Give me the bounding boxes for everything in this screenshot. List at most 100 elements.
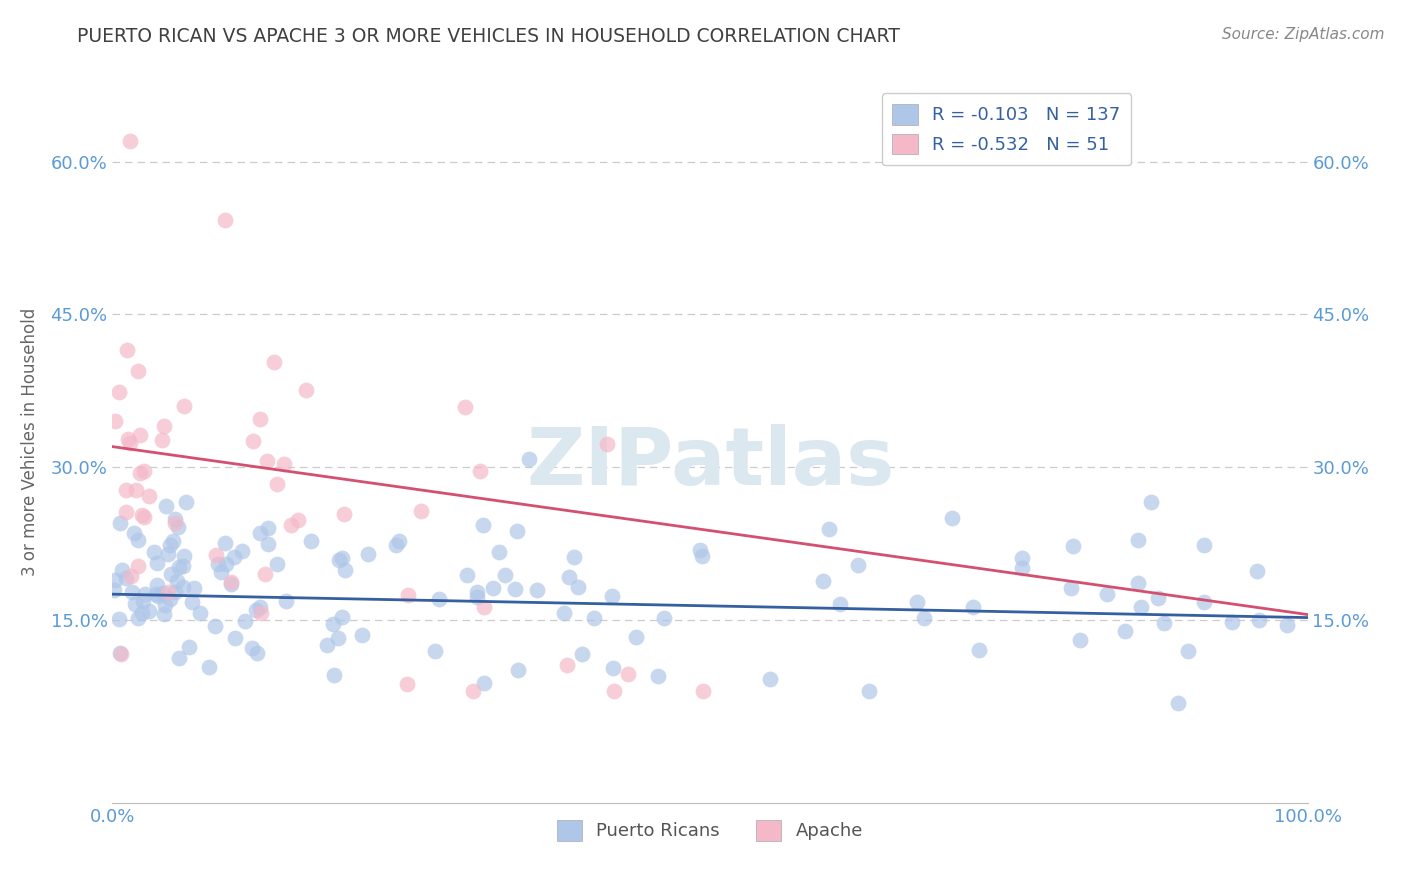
Point	[472, 599, 495, 614]
Text: Source: ZipAtlas.com: Source: ZipAtlas.com	[1222, 27, 1385, 42]
Point	[1069, 632, 1091, 647]
Point	[103, 582, 125, 597]
Point	[134, 587, 156, 601]
Point	[396, 676, 419, 690]
Point	[322, 668, 344, 682]
Point	[1126, 533, 1149, 547]
Point	[120, 569, 142, 583]
Point	[555, 658, 578, 673]
Point	[1060, 581, 1083, 595]
Point	[602, 590, 624, 604]
Point	[233, 614, 256, 628]
Point	[1126, 575, 1149, 590]
Point	[127, 533, 149, 548]
Point	[146, 556, 169, 570]
Point	[167, 519, 190, 533]
Point	[333, 563, 356, 577]
Point	[118, 134, 141, 148]
Point	[107, 384, 129, 399]
Point	[817, 522, 839, 536]
Point	[1140, 495, 1163, 509]
Point	[148, 589, 170, 603]
Point	[183, 581, 205, 595]
Point	[583, 611, 606, 625]
Point	[315, 638, 337, 652]
Point	[115, 483, 138, 497]
Point	[571, 648, 593, 662]
Point	[131, 508, 153, 522]
Point	[596, 437, 619, 451]
Text: PUERTO RICAN VS APACHE 3 OR MORE VEHICLES IN HOUSEHOLD CORRELATION CHART: PUERTO RICAN VS APACHE 3 OR MORE VEHICLE…	[77, 27, 900, 45]
Point	[689, 543, 711, 558]
Point	[330, 551, 353, 566]
Point	[1147, 591, 1170, 606]
Point	[1167, 696, 1189, 710]
Point	[108, 612, 131, 626]
Point	[224, 632, 246, 646]
Point	[160, 566, 183, 581]
Point	[231, 544, 253, 558]
Point	[1097, 586, 1119, 600]
Point	[124, 597, 146, 611]
Point	[132, 594, 155, 608]
Point	[138, 489, 160, 503]
Point	[145, 587, 167, 601]
Point	[207, 558, 229, 572]
Point	[104, 414, 127, 428]
Point	[333, 507, 356, 521]
Point	[249, 606, 271, 620]
Point	[172, 580, 194, 594]
Point	[249, 525, 271, 540]
Point	[461, 684, 484, 698]
Point	[249, 412, 271, 426]
Point	[503, 582, 526, 596]
Point	[912, 611, 935, 625]
Point	[156, 585, 179, 599]
Point	[127, 559, 149, 574]
Point	[127, 611, 149, 625]
Point	[567, 581, 589, 595]
Point	[276, 594, 298, 608]
Point	[330, 610, 353, 624]
Point	[471, 518, 494, 533]
Point	[858, 683, 880, 698]
Point	[143, 545, 166, 559]
Point	[204, 618, 226, 632]
Point	[1247, 613, 1270, 627]
Point	[1177, 644, 1199, 658]
Point	[969, 642, 991, 657]
Point	[526, 583, 548, 598]
Point	[254, 566, 277, 581]
Point	[257, 521, 280, 535]
Point	[558, 570, 581, 584]
Point	[811, 574, 834, 588]
Point	[506, 664, 529, 678]
Point	[245, 603, 267, 617]
Point	[652, 611, 675, 625]
Point	[266, 557, 288, 571]
Point	[131, 606, 153, 620]
Point	[204, 549, 226, 563]
Point	[163, 516, 186, 531]
Point	[167, 651, 190, 665]
Point	[165, 584, 187, 599]
Point	[299, 533, 322, 548]
Point	[352, 628, 374, 642]
Point	[180, 595, 202, 609]
Point	[138, 605, 160, 619]
Point	[328, 553, 350, 567]
Point	[647, 669, 669, 683]
Point	[273, 457, 295, 471]
Point	[197, 660, 219, 674]
Point	[388, 534, 411, 549]
Point	[616, 667, 638, 681]
Point	[465, 585, 488, 599]
Point	[152, 419, 174, 434]
Point	[266, 477, 288, 491]
Point	[132, 464, 155, 478]
Point	[172, 558, 194, 573]
Point	[962, 599, 984, 614]
Point	[517, 451, 540, 466]
Point	[256, 537, 278, 551]
Y-axis label: 3 or more Vehicles in Household: 3 or more Vehicles in Household	[21, 308, 39, 575]
